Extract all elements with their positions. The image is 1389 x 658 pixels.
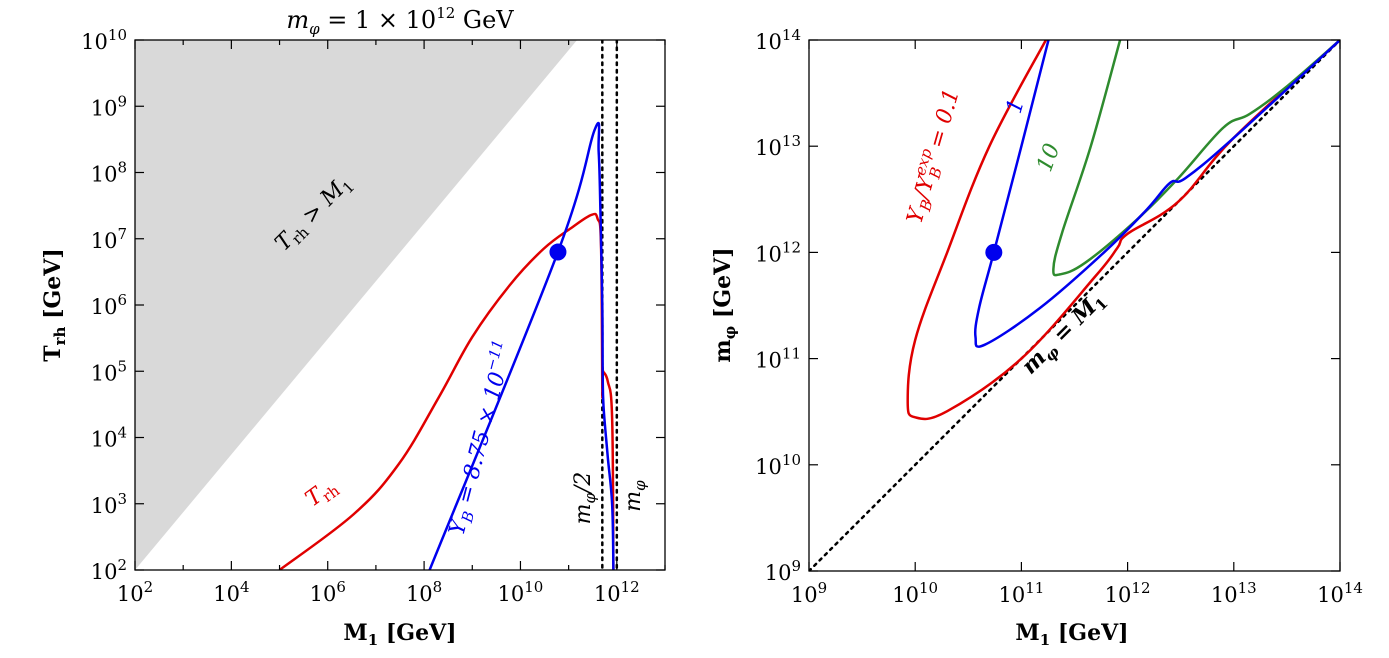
- left-y-tick-label: 108: [91, 159, 127, 187]
- right-x-tick-label: 1010: [892, 579, 938, 607]
- series-ratio-0-1-line: [906, 40, 1340, 421]
- right-y-tick-label: 1011: [755, 345, 801, 373]
- benchmark-point-marker-right: [985, 243, 1003, 261]
- benchmark-point-marker: [549, 243, 567, 261]
- annotation-ratio-1: 1: [1002, 96, 1030, 116]
- annotation-m-phi-eq-m1: mφ = M1: [1017, 287, 1112, 382]
- right-chart: 109 1010 1011 1012 1013 1014 109 1010 1011 1012 10…: [710, 26, 1363, 649]
- left-y-tick-label: 105: [91, 357, 127, 385]
- left-y-tick-label: 107: [91, 225, 127, 253]
- right-y-tick-label: 1014: [755, 26, 801, 54]
- right-x-tick-label: 1011: [998, 579, 1044, 607]
- series-trh-line: [278, 212, 615, 570]
- left-x-tick-label: 104: [213, 578, 249, 606]
- right-x-tick-label: 1013: [1211, 579, 1257, 607]
- annotation-vline-m-phi: mφ: [621, 480, 649, 512]
- left-xlabel: M1 [GeV]: [343, 620, 456, 649]
- left-ylabel: Trh [GeV]: [40, 248, 69, 362]
- left-y-tick-label: 1010: [81, 26, 127, 54]
- right-xlabel: M1 [GeV]: [1015, 620, 1128, 649]
- series-ratio-1-line: [973, 40, 1340, 348]
- left-x-tick-label: 102: [117, 578, 153, 606]
- left-title: mφ = 1 × 1012 GeV: [286, 4, 514, 38]
- left-y-tick-label: 102: [91, 556, 127, 584]
- annotation-vline-m-phi-half: mφ/2: [571, 472, 599, 525]
- diagonal-m-phi-eq-m1: [809, 40, 1340, 571]
- left-chart: mφ = 1 × 1012 GeV 102 104 106 108 1010 101210…: [40, 4, 666, 649]
- left-x-tick-label: 1012: [594, 578, 640, 606]
- annotation-trh: Trh: [301, 473, 343, 514]
- right-tick-marks: 109 1010 1011 1012 1013 1014 109 1010 1011 1012 10…: [755, 26, 1363, 607]
- right-y-tick-label: 109: [765, 557, 801, 585]
- right-plot-frame: [808, 39, 1341, 572]
- left-x-tick-label: 1010: [498, 578, 544, 606]
- left-y-tick-label: 104: [91, 424, 127, 452]
- left-y-tick-label: 103: [91, 490, 127, 518]
- left-x-tick-label: 108: [406, 578, 442, 606]
- right-y-tick-label: 1010: [755, 451, 801, 479]
- series-ratio-10-line: [1052, 40, 1340, 277]
- right-y-tick-label: 1013: [755, 132, 801, 160]
- left-y-tick-label: 109: [91, 92, 127, 120]
- shaded-region-trh-gt-m1: [135, 40, 578, 570]
- annotation-yb-value: YB = 8.75 × 10−11: [440, 338, 522, 539]
- annotation-ratio-0-1: YB/YexpB = 0.1: [898, 85, 968, 228]
- left-tick-marks: 102 104 106 108 1010 1012 102 103 104 105 106 107 10…: [81, 26, 666, 606]
- left-x-tick-label: 106: [310, 578, 346, 606]
- right-y-tick-label: 1012: [755, 238, 801, 266]
- left-y-tick-label: 106: [91, 291, 127, 319]
- annotation-ratio-10: 10: [1032, 140, 1065, 175]
- right-x-tick-label: 1012: [1105, 579, 1151, 607]
- right-ylabel: mφ [GeV]: [710, 247, 739, 362]
- right-x-tick-label: 109: [791, 579, 827, 607]
- right-x-tick-label: 1014: [1317, 579, 1363, 607]
